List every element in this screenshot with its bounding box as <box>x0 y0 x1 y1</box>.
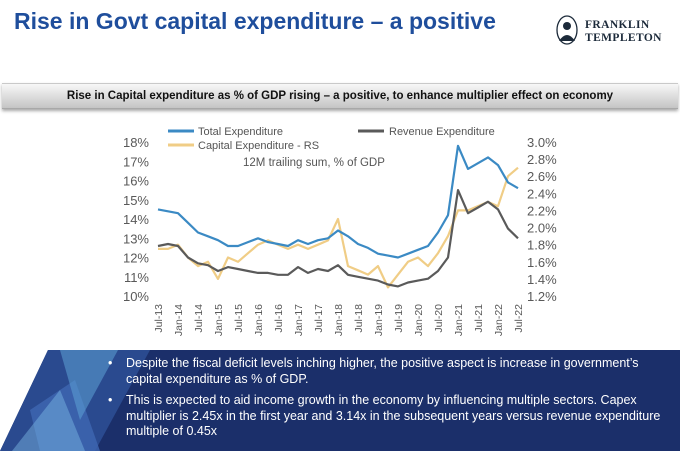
left-axis-tick-label: 12% <box>123 251 149 266</box>
left-axis-tick-label: 11% <box>124 270 149 285</box>
left-axis-tick-label: 13% <box>123 231 149 246</box>
capital-expenditure-line <box>158 166 519 289</box>
right-axis-tick-label: 3.0% <box>527 135 557 150</box>
right-axis-tick-label: 1.8% <box>527 238 557 253</box>
legend-label-capex: Capital Expenditure - RS <box>198 140 319 152</box>
right-axis-tick-label: 1.6% <box>527 255 557 270</box>
right-axis-tick-label: 1.2% <box>527 289 557 304</box>
x-axis-tick-label: Jul-13 <box>153 304 165 333</box>
x-axis-tick-label: Jan-15 <box>213 304 225 336</box>
x-axis-tick-label: Jan-18 <box>333 304 345 336</box>
right-axis-tick-label: 2.8% <box>527 152 557 167</box>
left-axis-tick-label: 18% <box>123 135 149 150</box>
left-axis-tick-label: 15% <box>123 193 149 208</box>
x-axis-tick-label: Jan-22 <box>493 304 505 336</box>
banner-text: Rise in Capital expenditure as % of GDP … <box>66 90 614 102</box>
x-axis-tick-label: Jan-16 <box>253 304 265 336</box>
logo-text-franklin: FRANKLIN <box>585 19 650 31</box>
left-axis-tick-label: 10% <box>123 289 149 304</box>
legend-label-total: Total Expenditure <box>198 126 283 138</box>
total-expenditure-line <box>157 144 519 259</box>
x-axis-tick-label: Jul-14 <box>193 304 205 333</box>
x-axis-ticks: Jul-13 Jan-14 Jul-14 Jan-15 Jul-15 Jan-16 Jul-… <box>153 304 525 336</box>
right-axis-tick-label: 2.2% <box>527 203 557 218</box>
slide-title: Rise in Govt capital expenditure – a pos… <box>14 8 496 34</box>
x-axis-tick-label: Jul-16 <box>273 304 285 333</box>
bullet-marker: • <box>108 393 113 407</box>
legend-label-revenue: Revenue Expenditure <box>389 126 495 138</box>
panel-decoration-shapes <box>0 350 150 451</box>
key-points-panel: • Despite the fiscal deficit levels inch… <box>0 350 680 451</box>
chart-subtitle: 12M trailing sum, % of GDP <box>243 157 385 169</box>
x-axis-tick-label: Jul-22 <box>513 304 525 333</box>
x-axis-tick-label: Jan-21 <box>453 304 465 336</box>
x-axis-tick-label: Jul-17 <box>313 304 325 333</box>
key-point-text: This is expected to aid income growth in… <box>126 393 661 438</box>
left-axis-ticks: 18% 17% 16% 15% 14% 13% 12% 11% 10% <box>123 135 149 304</box>
x-axis-tick-label: Jan-17 <box>293 304 305 336</box>
x-axis-tick-label: Jan-14 <box>173 304 185 336</box>
franklin-portrait-icon <box>556 15 578 45</box>
right-axis-tick-label: 2.4% <box>527 186 557 201</box>
subtitle-banner: Rise in Capital expenditure as % of GDP … <box>2 83 678 109</box>
expenditure-line-chart: 18% 17% 16% 15% 14% 13% 12% 11% 10% 3.0% 2.8% 2.6%… <box>123 126 557 336</box>
key-points-list: • Despite the fiscal deficit levels inch… <box>108 356 674 446</box>
revenue-expenditure-line <box>157 188 519 288</box>
bullet-marker: • <box>108 356 113 370</box>
left-axis-tick-label: 17% <box>123 154 149 169</box>
logo-text-templeton: TEMPLETON <box>585 32 662 44</box>
right-axis-tick-label: 2.6% <box>527 169 557 184</box>
right-axis-ticks: 3.0% 2.8% 2.6% 2.4% 2.2% 2.0% 1.8% 1.6% 1.4% 1.2% <box>527 135 557 304</box>
left-axis-tick-label: 14% <box>123 212 149 227</box>
franklin-templeton-logo: FRANKLIN TEMPLETON <box>556 13 668 49</box>
x-axis-tick-label: Jul-19 <box>393 304 405 333</box>
x-axis-tick-label: Jan-19 <box>373 304 385 336</box>
left-axis-tick-label: 16% <box>123 174 149 189</box>
x-axis-tick-label: Jul-20 <box>433 304 445 333</box>
x-axis-tick-label: Jul-18 <box>353 304 365 333</box>
x-axis-tick-label: Jul-21 <box>473 304 485 333</box>
key-point-text: Despite the fiscal deficit levels inchin… <box>126 356 639 386</box>
key-point-item: • This is expected to aid income growth … <box>108 393 674 440</box>
right-axis-tick-label: 2.0% <box>527 221 557 236</box>
x-axis-tick-label: Jan-20 <box>413 304 425 336</box>
chart-legend: Total Expenditure Revenue Expenditure Ca… <box>168 126 495 152</box>
series-lines <box>157 144 519 289</box>
key-point-item: • Despite the fiscal deficit levels inch… <box>108 356 674 387</box>
right-axis-tick-label: 1.4% <box>527 272 557 287</box>
x-axis-tick-label: Jul-15 <box>233 304 245 333</box>
